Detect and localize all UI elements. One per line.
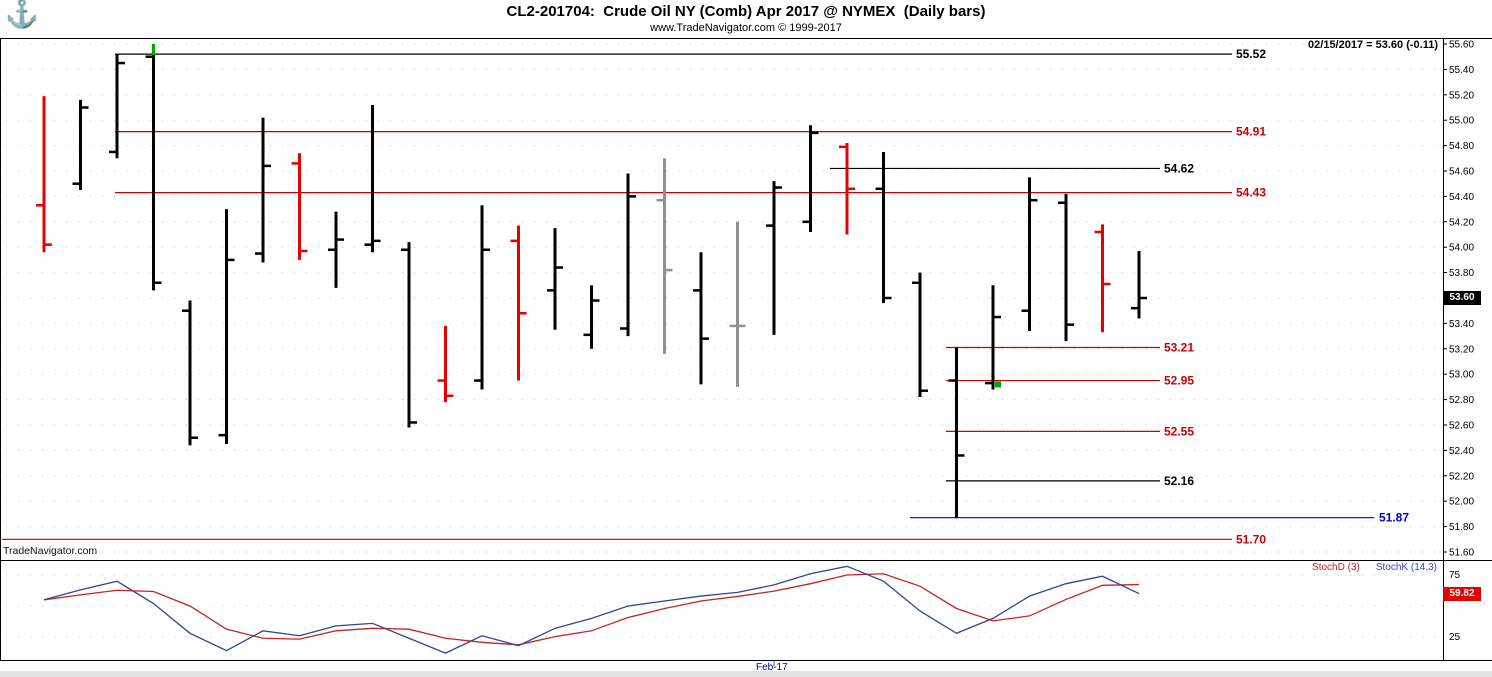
price-axis-label[interactable]: 54.20 (1449, 217, 1474, 228)
last-price-badge: 53.60 (1443, 291, 1481, 305)
tradenavigator-watermark: TradeNavigator.com (3, 545, 98, 557)
stoch-legend: StochD (3) StochK (14,3) (1312, 562, 1437, 573)
bottom-edge-strip (0, 671, 1492, 677)
stochd-legend-label[interactable]: StochD (3) (1312, 562, 1360, 573)
price-axis-label[interactable]: 53.00 (1449, 370, 1474, 381)
stochd-line (43, 573, 1140, 646)
chart-subtitle: www.TradeNavigator.com © 1999-2017 (650, 22, 842, 34)
price-axis-label[interactable]: 51.80 (1449, 522, 1474, 533)
level-label-53.21: 53.21 (1164, 341, 1194, 355)
panel-frames (0, 38, 1492, 666)
level-label-54.62: 54.62 (1164, 161, 1194, 175)
ohlc-daily-bars (36, 44, 1147, 518)
level-label-52.95: 52.95 (1164, 374, 1194, 388)
stoch-current-value-badge: 59.82 (1443, 587, 1481, 601)
level-label-52.16: 52.16 (1164, 474, 1194, 488)
price-axis-label[interactable]: 55.40 (1449, 65, 1474, 76)
last-trade-quote: 02/15/2017 = 53.60 (-0.11) (1308, 39, 1438, 51)
price-axis-label[interactable]: 52.60 (1449, 421, 1474, 432)
price-axis-label[interactable]: 52.40 (1449, 446, 1474, 457)
price-axis-label[interactable]: 54.80 (1449, 141, 1474, 152)
anchor-logo-icon: ⚓ (5, 0, 39, 29)
stochk-legend-label[interactable]: StochK (14,3) (1375, 562, 1437, 573)
grid-dotted-rows (6, 43, 1438, 638)
stoch-axis-label-75: 75 (1449, 570, 1461, 581)
price-axis-label[interactable]: 54.60 (1449, 167, 1474, 178)
price-axis-label[interactable]: 53.20 (1449, 344, 1474, 355)
price-axis-label[interactable]: 52.20 (1449, 471, 1474, 482)
stoch-axis-label-25: 25 (1449, 632, 1461, 643)
support-resistance-lines[interactable]: 55.52 54.91 54.62 54.43 53.21 52.95 52.55 52.16… (2, 47, 1409, 546)
level-label-54.91: 54.91 (1236, 125, 1266, 139)
level-label-52.55: 52.55 (1164, 424, 1194, 438)
price-axis-label[interactable]: 52.80 (1449, 395, 1474, 406)
level-label-51.70: 51.70 (1236, 532, 1266, 546)
price-axis-label[interactable]: 54.40 (1449, 192, 1474, 203)
price-axis-label[interactable]: 51.60 (1449, 548, 1474, 559)
price-axis-label[interactable]: 53.40 (1449, 319, 1474, 330)
date-axis-month-label: Feb-17 (756, 662, 788, 673)
level-label-54.43: 54.43 (1236, 186, 1266, 200)
price-axis-label[interactable]: 55.20 (1449, 90, 1474, 101)
stochk-line (43, 565, 1140, 654)
level-label-55.52: 55.52 (1236, 47, 1266, 61)
price-axis-label[interactable]: 55.00 (1449, 116, 1474, 127)
level-label-51.87: 51.87 (1379, 511, 1409, 525)
price-axis-label[interactable]: 55.60 (1449, 40, 1474, 51)
price-axis-label[interactable]: 53.80 (1449, 268, 1474, 279)
chart-title: CL2-201704: Crude Oil NY (Comb) Apr 2017… (506, 3, 986, 20)
green-open-mark (995, 381, 1001, 388)
stochastic-indicator-lines (43, 565, 1140, 654)
price-axis-label[interactable]: 54.00 (1449, 243, 1474, 254)
price-axis-label[interactable]: 52.00 (1449, 497, 1474, 508)
